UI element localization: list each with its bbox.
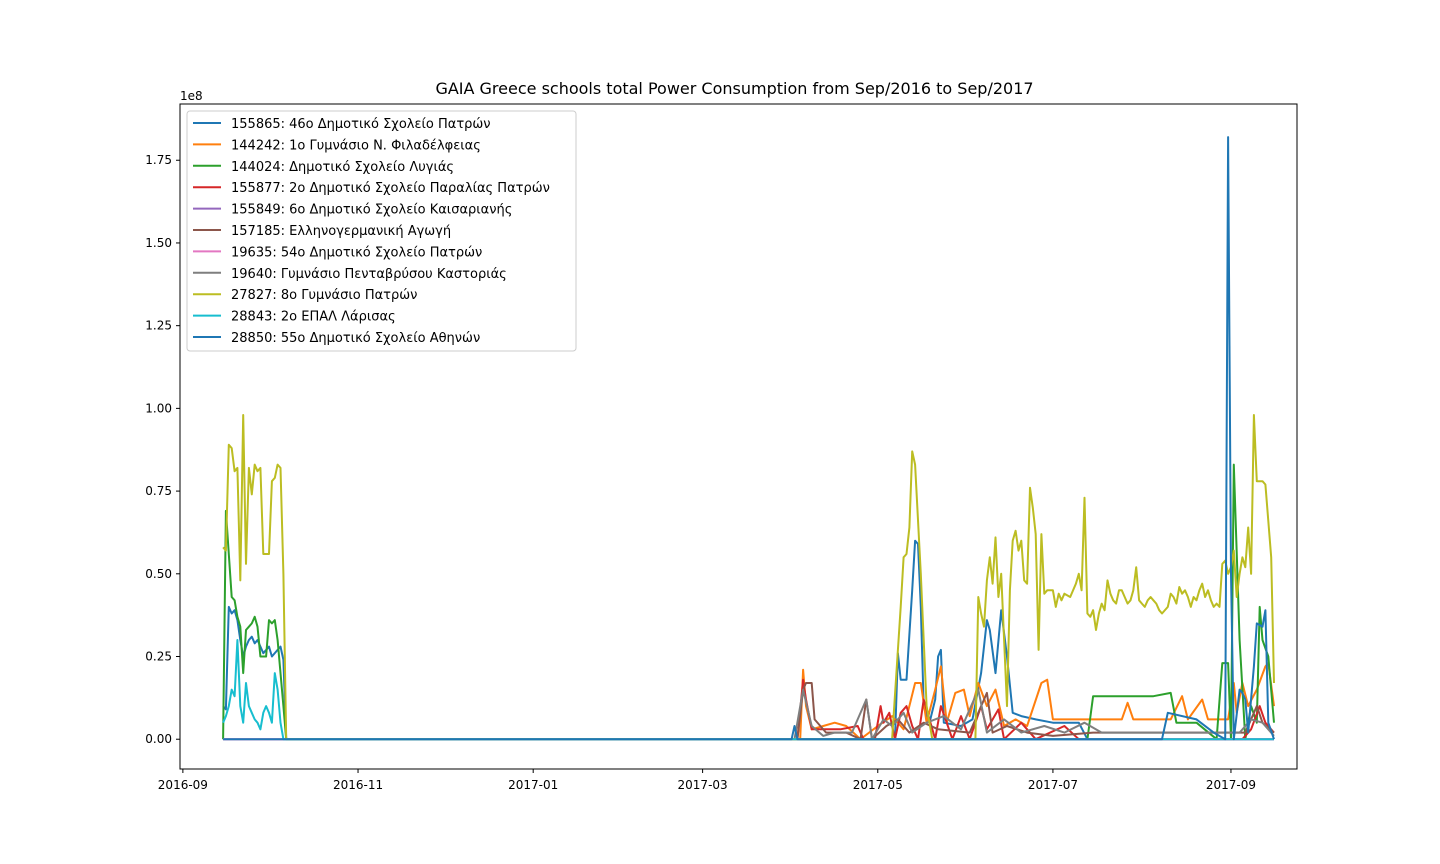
legend-entry: 19640: Γυμνάσιο Πενταβρύσου Καστοριάς <box>231 267 507 282</box>
y-tick-label: 1.25 <box>145 319 172 333</box>
plot-area <box>222 136 1275 741</box>
x-tick-label: 2017-03 <box>678 778 728 792</box>
series-line-8 <box>222 414 1275 741</box>
legend-entry: 28850: 55ο Δημοτικό Σχολείο Αθηνών <box>231 331 480 346</box>
legend-entry: 155877: 2ο Δημοτικό Σχολείο Παραλίας Πατ… <box>231 181 550 196</box>
series-line-3 <box>796 678 1275 741</box>
y-tick-label: 0.50 <box>145 567 172 581</box>
legend-entry: 28843: 2ο ΕΠΑΛ Λάρισας <box>231 310 396 325</box>
legend-entry: 19635: 54ο Δημοτικό Σχολείο Πατρών <box>231 245 482 260</box>
legend-entry: 155849: 6ο Δημοτικό Σχολείο Καισαριανής <box>231 203 512 218</box>
x-tick-label: 2017-05 <box>853 778 903 792</box>
x-tick-label: 2017-09 <box>1206 778 1256 792</box>
x-tick-label: 2016-09 <box>158 778 208 792</box>
x-tick-label: 2016-11 <box>333 778 383 792</box>
y-multiplier-label: 1e8 <box>180 89 203 103</box>
chart-title: GAIA Greece schools total Power Consumpt… <box>435 79 1033 98</box>
y-tick-label: 0.25 <box>145 650 172 664</box>
x-axis: 2016-09 2016-11 2017-01 2017-03 2017-05 2017-… <box>158 769 1256 792</box>
series-line-1 <box>799 662 1275 741</box>
y-axis: 0.00 0.25 0.50 0.75 1.00 1.25 1.50 1.75 <box>145 153 180 746</box>
legend-entry: 157185: Ελληνογερμανική Αγωγή <box>231 224 451 239</box>
plot-frame <box>179 103 1298 770</box>
legend-entry: 144242: 1ο Γυμνάσιο Ν. Φιλαδέλφειας <box>231 138 481 153</box>
series-line-0 <box>222 539 1274 741</box>
legend-box <box>186 110 577 352</box>
legend-entry: 144024: Δημοτικό Σχολείο Λυγιάς <box>231 160 454 175</box>
legend-entry: 155865: 46ο Δημοτικό Σχολείο Πατρών <box>231 117 491 132</box>
series-line-10 <box>223 136 1275 741</box>
x-tick-label: 2017-01 <box>508 778 558 792</box>
legend: 155865: 46ο Δημοτικό Σχολείο Πατρών 14424… <box>186 110 577 352</box>
y-tick-label: 1.50 <box>145 236 172 250</box>
series-line-9 <box>222 639 1274 741</box>
y-tick-label: 0.00 <box>145 732 172 746</box>
legend-entry: 27827: 8ο Γυμνάσιο Πατρών <box>231 288 417 303</box>
y-tick-label: 1.75 <box>145 153 172 167</box>
y-tick-label: 1.00 <box>145 401 172 415</box>
y-tick-label: 0.75 <box>145 484 172 498</box>
series-line-7 <box>793 688 1275 741</box>
x-tick-label: 2017-07 <box>1028 778 1078 792</box>
